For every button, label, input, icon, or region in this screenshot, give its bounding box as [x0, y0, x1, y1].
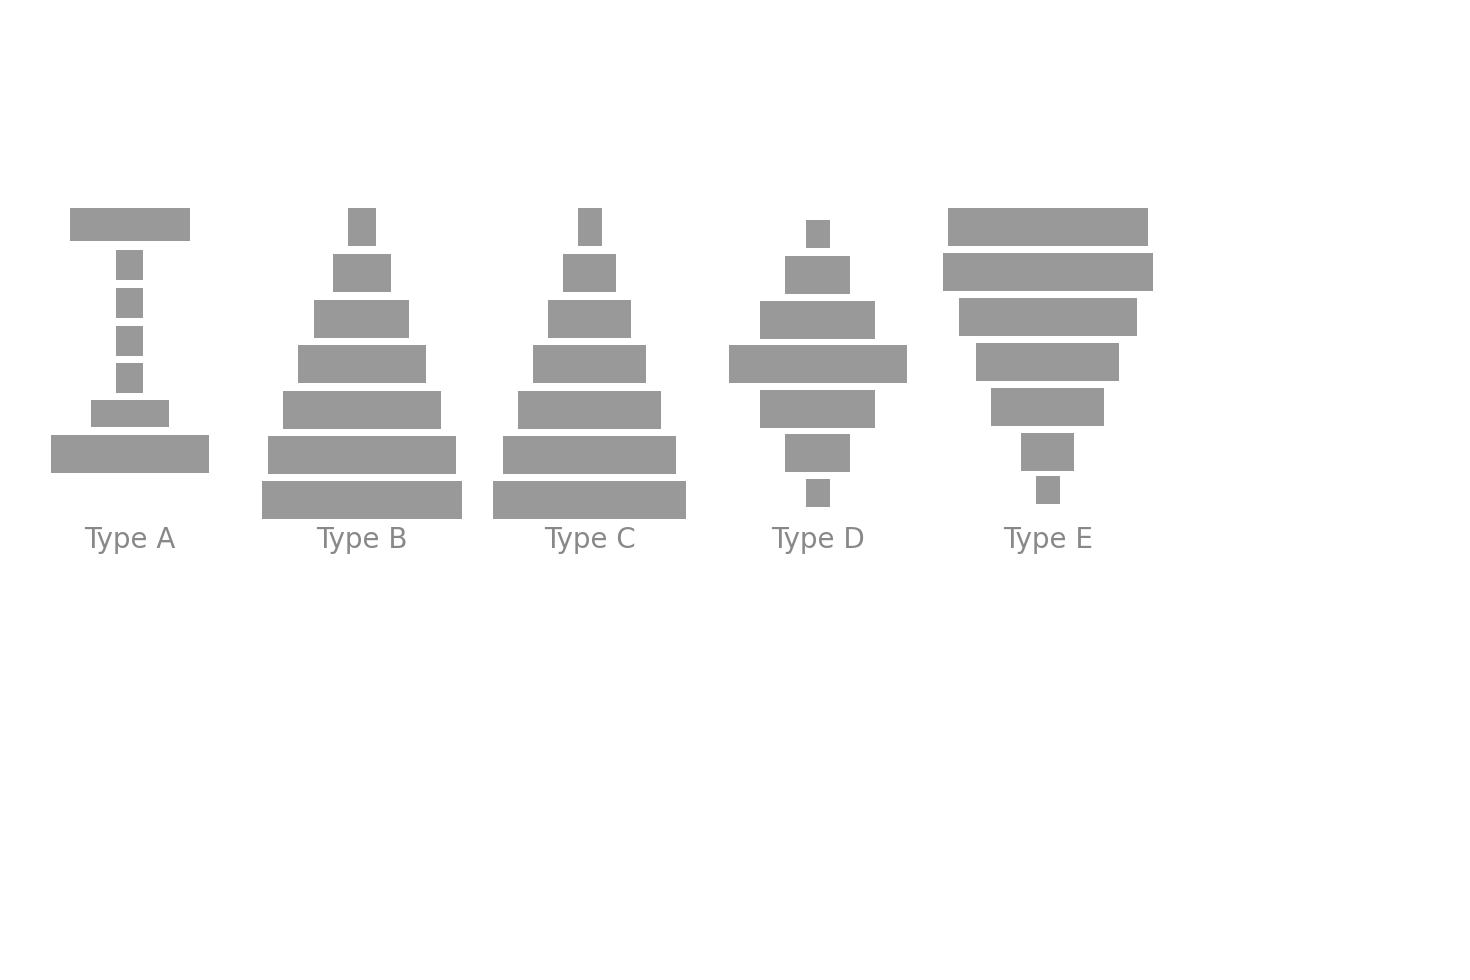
- Text: Type E: Type E: [1003, 526, 1094, 554]
- Bar: [548, 300, 632, 338]
- Bar: [504, 436, 676, 474]
- Bar: [948, 208, 1148, 246]
- Bar: [991, 388, 1104, 426]
- Bar: [298, 345, 426, 383]
- Bar: [806, 479, 831, 507]
- Bar: [976, 343, 1120, 381]
- Bar: [494, 481, 686, 519]
- Bar: [71, 208, 190, 241]
- Text: Type B: Type B: [316, 526, 407, 554]
- Bar: [1022, 433, 1075, 471]
- Bar: [315, 300, 410, 338]
- Bar: [958, 298, 1136, 336]
- Bar: [534, 345, 647, 383]
- Bar: [942, 253, 1152, 291]
- Bar: [578, 208, 603, 246]
- Text: Type D: Type D: [772, 526, 864, 554]
- Bar: [785, 256, 851, 294]
- Bar: [116, 363, 144, 393]
- Bar: [51, 435, 209, 473]
- Bar: [262, 481, 462, 519]
- Bar: [284, 391, 441, 429]
- Bar: [519, 391, 662, 429]
- Bar: [348, 208, 376, 246]
- Bar: [785, 434, 851, 472]
- Bar: [116, 326, 144, 356]
- Bar: [1036, 476, 1060, 504]
- Text: Type C: Type C: [544, 526, 637, 554]
- Bar: [116, 250, 144, 280]
- Bar: [268, 436, 456, 474]
- Bar: [334, 254, 391, 292]
- Bar: [91, 400, 169, 427]
- Bar: [729, 345, 907, 383]
- Bar: [760, 301, 876, 339]
- Bar: [116, 288, 144, 318]
- Bar: [563, 254, 616, 292]
- Bar: [806, 220, 831, 248]
- Text: Type A: Type A: [84, 526, 176, 554]
- Bar: [760, 390, 876, 428]
